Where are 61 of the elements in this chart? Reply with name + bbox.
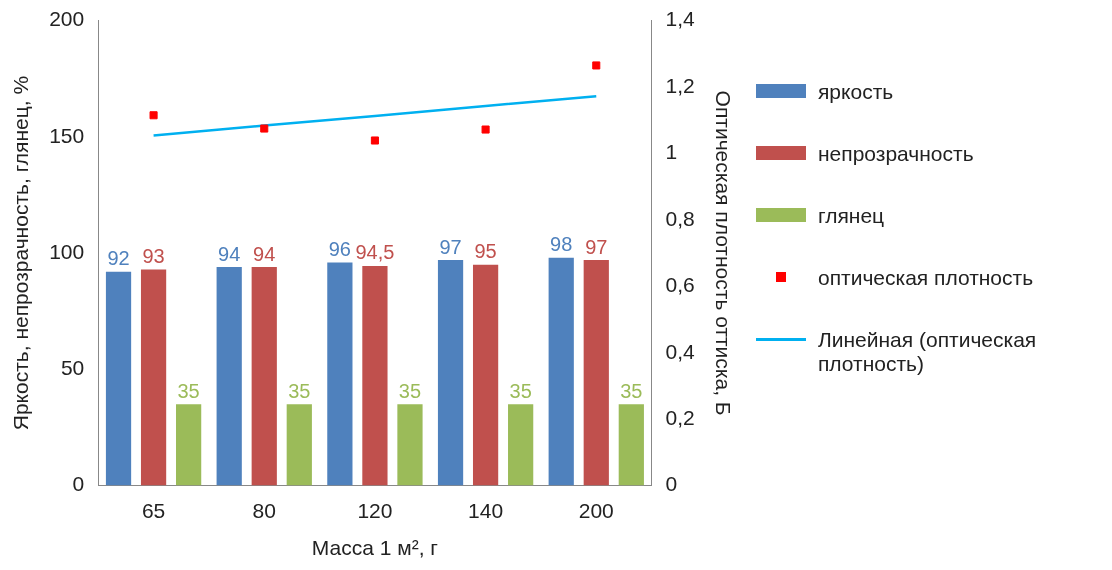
- data-label: 98: [550, 233, 573, 256]
- point: [260, 124, 269, 133]
- y-tick-label: 0: [72, 472, 85, 496]
- bar: [362, 265, 388, 486]
- data-label: 94: [253, 242, 276, 265]
- y2-tick-label: 0,8: [665, 206, 695, 230]
- x-tick-label: 120: [357, 499, 393, 522]
- data-label: 97: [585, 235, 608, 258]
- bar: [583, 260, 609, 486]
- data-label: 35: [398, 379, 422, 402]
- bar: [327, 262, 353, 486]
- data-label: 92: [107, 247, 130, 270]
- bar: [618, 404, 644, 486]
- y2-axis-title: Оптическая плотность оттиска, Б: [711, 90, 735, 416]
- bar: [472, 264, 499, 486]
- bar: [508, 404, 534, 486]
- point: [149, 111, 158, 120]
- y2-tick-label: 1,2: [665, 73, 695, 97]
- legend-label: Линейная (оптическая плотность): [818, 328, 1038, 376]
- bar: [216, 267, 242, 486]
- point: [370, 136, 379, 145]
- y-axis-title: Яркость, непрозрачность, глянец, %: [9, 75, 33, 431]
- bar: [105, 271, 132, 486]
- x-tick-label: 140: [468, 499, 504, 522]
- y2-tick-label: 0,6: [665, 273, 695, 297]
- x-tick-label: 65: [141, 499, 166, 522]
- data-label: 35: [620, 379, 643, 402]
- y2-tick-label: 0,2: [665, 405, 695, 429]
- x-tick-label: 200: [578, 499, 614, 522]
- bar: [437, 260, 464, 486]
- legend-label: оптическая плотность: [818, 266, 1034, 290]
- data-label: 95: [474, 240, 497, 263]
- legend-label: непрозрачность: [818, 142, 974, 166]
- y-tick-label: 50: [60, 356, 85, 380]
- data-label: 94,5: [355, 241, 395, 264]
- legend-label: яркость: [818, 80, 894, 104]
- y-tick-label: 100: [49, 239, 85, 263]
- x-tick-label: 80: [252, 499, 276, 522]
- bar: [548, 257, 574, 486]
- bar: [176, 404, 202, 486]
- y2-tick-label: 1,4: [665, 7, 696, 31]
- bar: [140, 269, 167, 486]
- legend-label: глянец: [818, 204, 885, 228]
- data-label: 35: [177, 379, 200, 402]
- bar: [251, 267, 277, 486]
- data-label: 96: [328, 237, 351, 260]
- x-axis-title: Масса 1 м², г: [311, 536, 439, 560]
- y-tick-label: 150: [49, 123, 85, 147]
- y2-tick-label: 0,4: [665, 339, 696, 363]
- data-label: 35: [509, 379, 532, 402]
- y2-tick-label: 0: [665, 472, 678, 496]
- bar: [397, 404, 423, 486]
- data-label: 97: [439, 235, 462, 258]
- data-label: 94: [218, 242, 241, 265]
- point: [481, 125, 490, 134]
- bar: [286, 404, 312, 486]
- data-label: 93: [142, 244, 165, 267]
- data-label: 35: [288, 379, 311, 402]
- y-tick-label: 200: [49, 7, 85, 31]
- y2-tick-label: 1: [665, 140, 678, 164]
- point: [592, 61, 601, 70]
